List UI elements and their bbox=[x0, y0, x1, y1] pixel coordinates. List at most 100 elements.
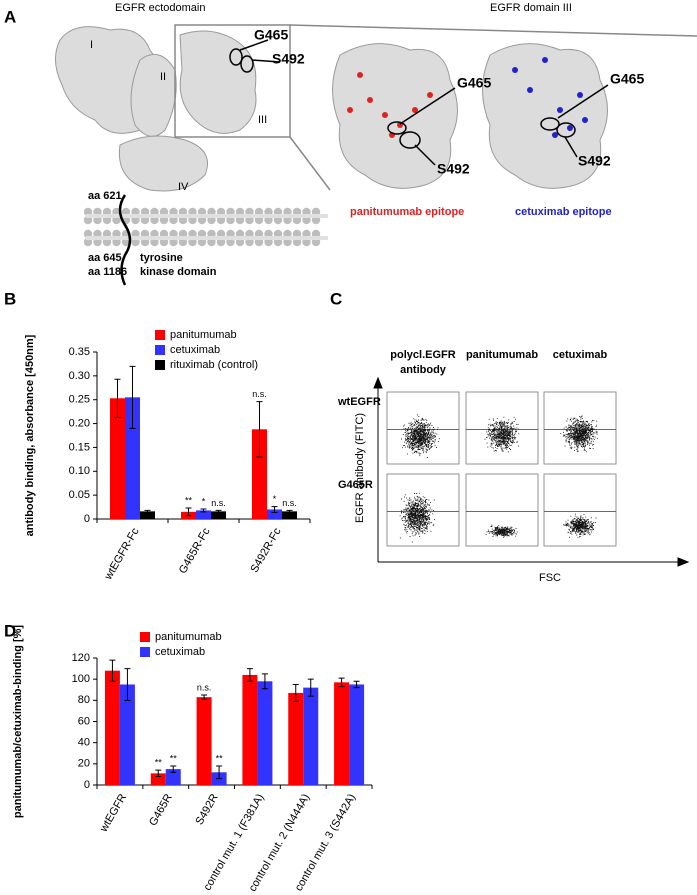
flow-axes bbox=[373, 376, 690, 567]
y-tick-label: 40 bbox=[78, 737, 90, 749]
error-bar bbox=[292, 683, 299, 702]
legend-label: rituximab (control) bbox=[170, 359, 258, 371]
x-tick-label: G465R bbox=[147, 792, 175, 828]
error-bar bbox=[216, 765, 223, 780]
y-tick-label: 0.05 bbox=[69, 489, 90, 501]
y-tick-label: 0 bbox=[84, 513, 90, 525]
y-tick-label: 0.10 bbox=[69, 465, 90, 477]
membrane bbox=[83, 207, 328, 247]
site-label: G465 bbox=[254, 27, 288, 43]
epitope-caption: panitumumab epitope bbox=[350, 206, 464, 218]
legend-swatch bbox=[155, 345, 165, 355]
bar bbox=[252, 429, 267, 519]
membrane-label: aa 621 bbox=[88, 190, 122, 202]
y-tick-label: 100 bbox=[72, 673, 90, 685]
protein-structures bbox=[55, 26, 608, 192]
error-bar bbox=[109, 659, 116, 682]
error-bar bbox=[155, 769, 162, 778]
significance-label: n.s. bbox=[197, 682, 212, 692]
significance-label: ** bbox=[155, 758, 163, 768]
x-tick-label: wtEGFR-Fc bbox=[102, 526, 142, 583]
y-tick-label: 60 bbox=[78, 715, 90, 727]
x-tick-label: wtEGFR bbox=[97, 792, 129, 835]
membrane-label: kinase domain bbox=[140, 266, 217, 278]
bar bbox=[267, 509, 282, 519]
bar bbox=[303, 687, 319, 785]
flow-events bbox=[485, 524, 518, 538]
y-tick-label: 0 bbox=[84, 779, 90, 791]
y-tick-label: 0.25 bbox=[69, 394, 90, 406]
column-header: cetuximab bbox=[553, 349, 608, 361]
bar bbox=[150, 773, 166, 785]
bar bbox=[110, 398, 125, 519]
domain-label: IV bbox=[178, 181, 189, 193]
epitope-dots bbox=[347, 57, 588, 138]
y-tick-label: 0.20 bbox=[69, 417, 90, 429]
membrane-label: tyrosine bbox=[140, 252, 183, 264]
bar bbox=[282, 511, 297, 519]
significance-label: ** bbox=[216, 753, 224, 763]
panel-label: D bbox=[4, 621, 16, 640]
flow-plot bbox=[386, 473, 460, 547]
panel-label: A bbox=[4, 7, 16, 26]
site-label: S492 bbox=[437, 161, 470, 177]
membrane-label: aa 1186 bbox=[88, 266, 127, 278]
domain-label: I bbox=[90, 39, 93, 51]
panel-label: C bbox=[330, 289, 342, 308]
row-label: wtEGFR bbox=[337, 396, 381, 408]
y-tick-label: 80 bbox=[78, 694, 90, 706]
y-axis-label: antibody binding, absorbance [450nm] bbox=[24, 334, 36, 536]
y-tick-label: 20 bbox=[78, 758, 90, 770]
error-bar bbox=[129, 365, 136, 429]
y-tick-label: 0.15 bbox=[69, 441, 90, 453]
error-bar bbox=[256, 401, 263, 458]
lipid-tail bbox=[86, 236, 328, 240]
flow-events bbox=[401, 414, 440, 458]
flow-plot bbox=[465, 473, 539, 547]
site-label: S492 bbox=[578, 153, 611, 169]
site-label: G465 bbox=[610, 71, 644, 87]
flow-events bbox=[484, 416, 520, 453]
x-tick-label: S492R bbox=[193, 792, 220, 827]
significance-label: n.s. bbox=[252, 389, 267, 399]
error-bar bbox=[307, 678, 314, 697]
legend-swatch bbox=[140, 632, 150, 642]
significance-label: * bbox=[273, 494, 277, 504]
legend-swatch bbox=[155, 360, 165, 370]
x-tick-label: G465R-Fc bbox=[177, 526, 213, 576]
structure-title: EGFR ectodomain bbox=[115, 2, 205, 14]
structure-title: EGFR domain III bbox=[490, 2, 572, 14]
error-bar bbox=[271, 506, 278, 513]
column-header: panitumumab bbox=[466, 349, 538, 361]
y-tick-label: 0.35 bbox=[69, 346, 90, 358]
legend-swatch bbox=[155, 330, 165, 340]
flow-events bbox=[560, 415, 598, 453]
significance-label: ** bbox=[170, 753, 178, 763]
domain-label: III bbox=[258, 114, 267, 126]
y-tick-label: 0.30 bbox=[69, 370, 90, 382]
site-markers bbox=[229, 39, 609, 166]
bar bbox=[196, 697, 212, 785]
flow-events bbox=[563, 513, 597, 539]
bar bbox=[119, 684, 135, 785]
legend-label: panitumumab bbox=[170, 329, 237, 341]
legend-swatch bbox=[140, 647, 150, 657]
membrane-label: aa 645 bbox=[88, 252, 122, 264]
error-bar bbox=[261, 673, 268, 690]
error-bar bbox=[170, 765, 177, 773]
panel-label: B bbox=[4, 289, 16, 308]
site-label: S492 bbox=[272, 51, 305, 67]
epitope-caption: cetuximab epitope bbox=[515, 206, 612, 218]
column-header: polycl.EGFR bbox=[390, 349, 455, 361]
significance-label: n.s. bbox=[211, 498, 226, 508]
error-bar bbox=[144, 509, 151, 513]
bar bbox=[140, 511, 155, 519]
error-bar bbox=[124, 668, 131, 701]
site-label: G465 bbox=[457, 75, 491, 91]
significance-label: ** bbox=[185, 495, 193, 505]
error-bar bbox=[200, 508, 207, 513]
bar bbox=[165, 769, 181, 785]
x-tick-label: S492R-Fc bbox=[248, 526, 283, 575]
zoom-box bbox=[174, 24, 697, 191]
